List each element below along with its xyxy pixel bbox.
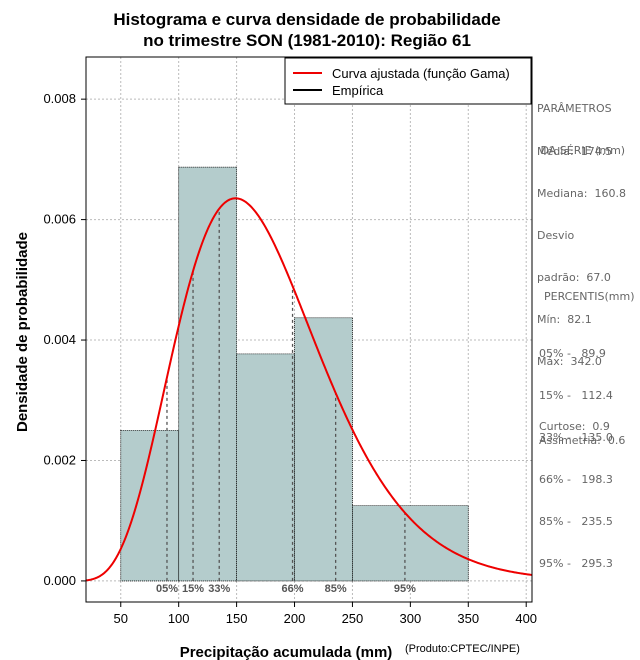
- percentil-95: 95% - 295.3: [539, 557, 613, 570]
- percentil-05: 05% - 89.9: [539, 347, 606, 360]
- percentil-85: 85% - 235.5: [539, 515, 613, 528]
- percentile-label-05%: 05%: [156, 583, 178, 595]
- y-tick-label-2: 0.004: [43, 332, 76, 347]
- gamma-curve-path: [85, 197, 533, 582]
- histogram-bar-2: [236, 353, 295, 582]
- percentile-label-66%: 66%: [282, 583, 304, 595]
- param-max: Máx: 342.0: [537, 355, 602, 368]
- chart-title-line-1: Histograma e curva densidade de probabil…: [113, 10, 500, 29]
- plot-frame: [85, 56, 533, 603]
- percentile-label-95%: 95%: [394, 583, 416, 595]
- param-desvio: Desvio: [537, 229, 575, 242]
- percentile-label-15%: 15%: [182, 583, 204, 595]
- y-axis-label: Densidade de probabilidade: [14, 232, 31, 432]
- param-min: Mín: 82.1: [537, 313, 592, 326]
- x-tick-label-100: 100: [168, 611, 190, 626]
- legend-box: [284, 57, 532, 105]
- x-tick-label-350: 350: [457, 611, 479, 626]
- gamma-curve: [85, 197, 533, 582]
- x-tick-label-300: 300: [400, 611, 422, 626]
- curtose-value: Curtose: 0.9: [539, 420, 610, 433]
- credit-label: (Produto:CPTEC/INPE): [405, 643, 520, 655]
- params-list: Média: 174.5 Mediana: 160.8 Desvio padrã…: [537, 117, 626, 397]
- x-tick-label-250: 250: [342, 611, 364, 626]
- histogram-bar-1: [178, 166, 237, 582]
- legend: Curva ajustada (função Gama) Empírica: [284, 57, 532, 105]
- legend-label-fitted: Curva ajustada (função Gama): [332, 66, 510, 81]
- percentis-list: 05% - 89.9 15% - 112.4 33% - 135.0 66% -…: [539, 319, 613, 599]
- percentil-66: 66% - 198.3: [539, 473, 613, 486]
- percentil-15: 15% - 112.4: [539, 389, 613, 402]
- y-tick-label-3: 0.006: [43, 212, 76, 227]
- x-tick-label-50: 50: [114, 611, 128, 626]
- chart-title-line-2: no trimestre SON (1981-2010): Região 61: [143, 31, 471, 50]
- axes: 50 100 150 200 250 300 350 400 0.000 0.002 0.004 0.…: [43, 56, 537, 626]
- x-tick-label-150: 150: [226, 611, 248, 626]
- param-media: Média: 174.5: [537, 145, 613, 158]
- y-tick-label-4: 0.008: [43, 91, 76, 106]
- x-tick-label-400: 400: [515, 611, 537, 626]
- param-desvio-padrao: padrão: 67.0: [537, 271, 611, 284]
- param-mediana: Mediana: 160.8: [537, 187, 626, 200]
- y-tick-label-0: 0.000: [43, 573, 76, 588]
- histogram-bars: [120, 166, 469, 582]
- params-title-line-2: DA SÉRIE (mm): [537, 144, 626, 157]
- x-axis-label: Precipitação acumulada (mm): [180, 644, 393, 660]
- legend-label-empirical: Empírica: [332, 83, 384, 98]
- percentis-title: PERCENTIS(mm): [544, 290, 635, 303]
- params-title: PARÂMETROS DA SÉRIE (mm): [537, 74, 625, 186]
- assimetria-value: Assimetria: 0.6: [539, 434, 626, 447]
- percentil-33: 33% - 135.0: [539, 431, 613, 444]
- params-title-line-1: PARÂMETROS: [537, 102, 612, 115]
- y-tick-label-1: 0.002: [43, 452, 76, 467]
- x-tick-label-200: 200: [284, 611, 306, 626]
- percentile-label-33%: 33%: [208, 583, 230, 595]
- percentile-label-85%: 85%: [325, 583, 347, 595]
- percentile-lines: 05% 15% 33% 66% 85% 95%: [156, 208, 416, 595]
